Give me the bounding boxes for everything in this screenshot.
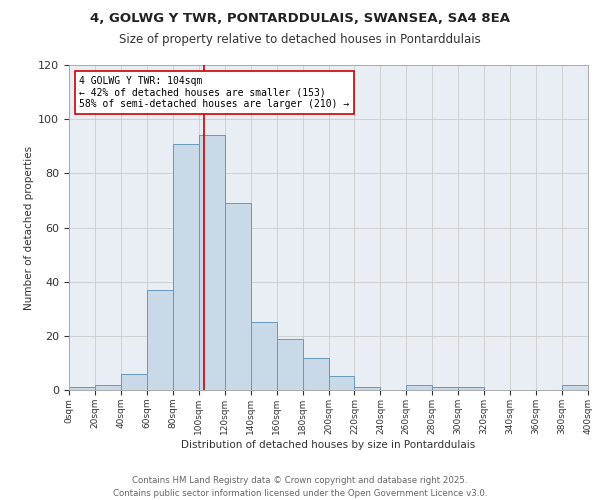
- Text: Size of property relative to detached houses in Pontarddulais: Size of property relative to detached ho…: [119, 32, 481, 46]
- Bar: [406, 384, 432, 390]
- Bar: [329, 376, 355, 390]
- Bar: [199, 136, 224, 390]
- Bar: [277, 338, 302, 390]
- Bar: [458, 388, 484, 390]
- Y-axis label: Number of detached properties: Number of detached properties: [24, 146, 34, 310]
- Text: 4, GOLWG Y TWR, PONTARDDULAIS, SWANSEA, SA4 8EA: 4, GOLWG Y TWR, PONTARDDULAIS, SWANSEA, …: [90, 12, 510, 26]
- Text: 4 GOLWG Y TWR: 104sqm
← 42% of detached houses are smaller (153)
58% of semi-det: 4 GOLWG Y TWR: 104sqm ← 42% of detached …: [79, 76, 350, 109]
- Bar: [562, 384, 588, 390]
- Bar: [355, 388, 380, 390]
- Bar: [302, 358, 329, 390]
- Bar: [432, 388, 458, 390]
- Bar: [173, 144, 199, 390]
- Bar: [251, 322, 277, 390]
- Text: Contains HM Land Registry data © Crown copyright and database right 2025.
Contai: Contains HM Land Registry data © Crown c…: [113, 476, 487, 498]
- Bar: [69, 388, 95, 390]
- Bar: [121, 374, 147, 390]
- Bar: [225, 203, 251, 390]
- X-axis label: Distribution of detached houses by size in Pontarddulais: Distribution of detached houses by size …: [181, 440, 476, 450]
- Bar: [95, 384, 121, 390]
- Bar: [147, 290, 173, 390]
